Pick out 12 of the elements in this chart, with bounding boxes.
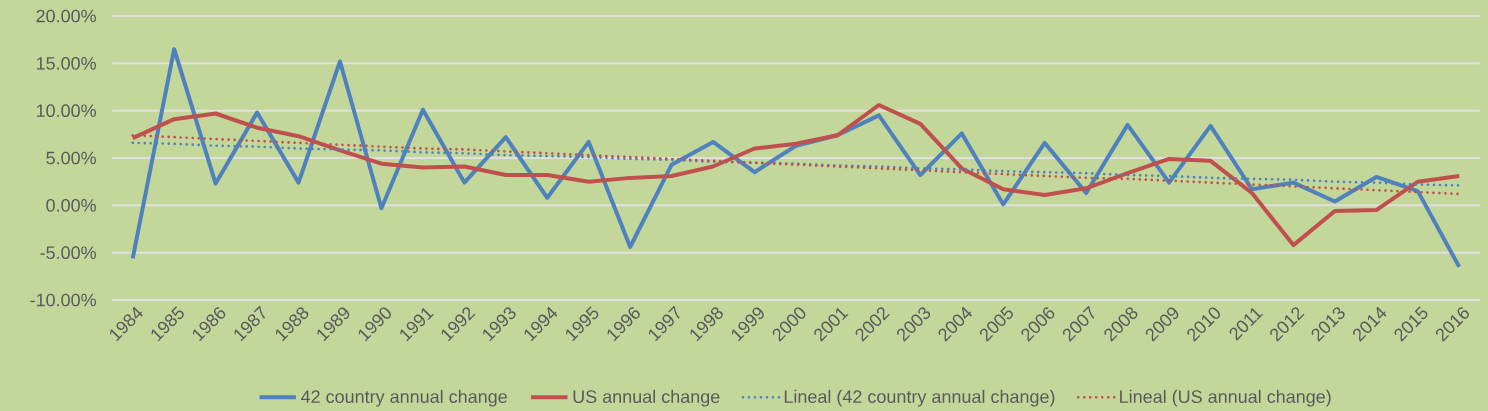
legend-label: Lineal (US annual change): [1120, 389, 1331, 407]
y-tick-label: 0.00%: [46, 198, 96, 212]
y-tick-label: 15.00%: [36, 56, 96, 70]
y-tick-label: 10.00%: [36, 104, 96, 118]
legend-label: Lineal (42 country annual change): [784, 389, 1055, 407]
line-series: [130, 47, 1462, 269]
y-tick-label: 20.00%: [36, 9, 96, 23]
legend-label: 42 country annual change: [301, 389, 507, 407]
y-tick-label: -5.00%: [40, 246, 96, 260]
y-tick-label: -10.00%: [30, 293, 96, 307]
legend-label: US annual change: [573, 389, 720, 407]
y-tick-label: 5.00%: [46, 151, 96, 165]
